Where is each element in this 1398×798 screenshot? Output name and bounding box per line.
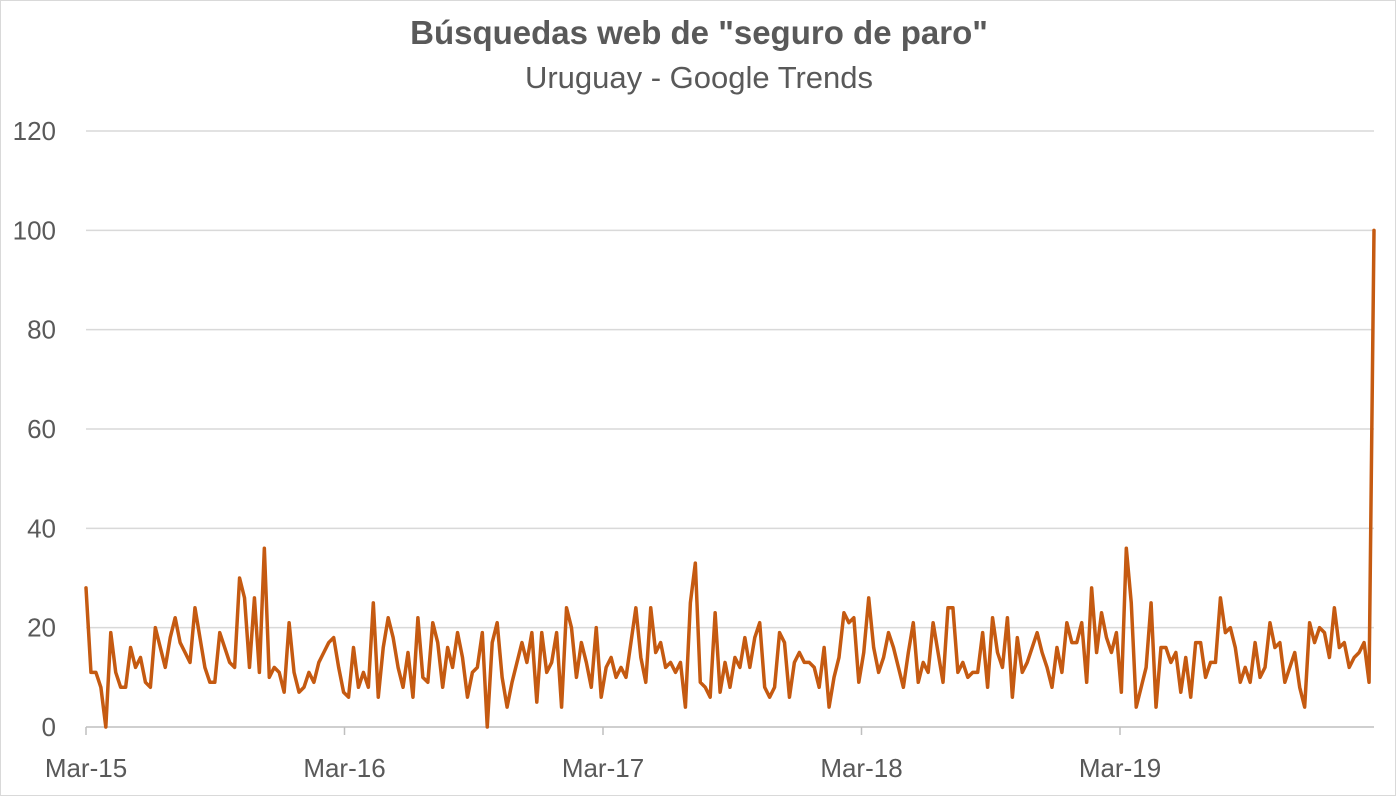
y-axis: 0 20 40 60 80 100 120 [13,116,56,742]
x-tick-label: Mar-19 [1079,753,1161,783]
x-tick-label: Mar-15 [45,753,127,783]
x-tick-label: Mar-18 [820,753,902,783]
gridlines [86,130,1374,629]
y-tick-label: 0 [42,712,56,742]
x-tick-label: Mar-17 [562,753,644,783]
y-tick-label: 120 [13,116,56,146]
chart-title: Búsquedas web de "seguro de paro" [410,14,988,51]
y-tick-label: 80 [27,315,56,345]
series-line [84,228,1376,729]
chart-subtitle: Uruguay - Google Trends [524,60,874,95]
y-tick-label: 60 [27,414,56,444]
x-tick-label: Mar-16 [303,753,385,783]
x-axis: Mar-15 Mar-16 Mar-17 Mar-18 Mar-19 [45,726,1374,783]
y-tick-label: 40 [27,513,56,543]
y-tick-label: 20 [27,613,56,643]
y-tick-label: 100 [13,215,56,245]
plot-area [84,228,1376,729]
